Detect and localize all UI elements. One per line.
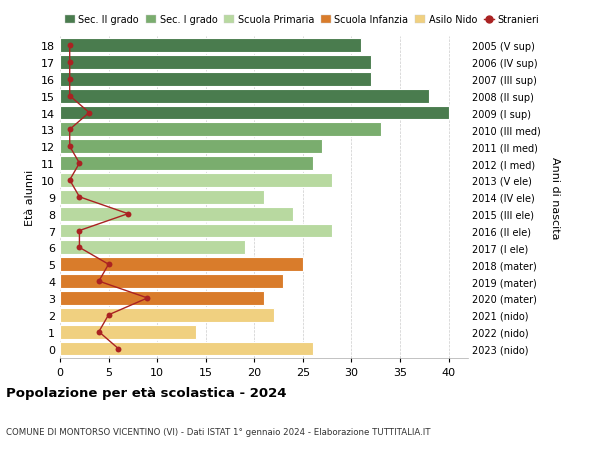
Y-axis label: Età alunni: Età alunni: [25, 169, 35, 225]
Point: [65, 76, 74, 83]
Legend: Sec. II grado, Sec. I grado, Scuola Primaria, Scuola Infanzia, Asilo Nido, Stran: Sec. II grado, Sec. I grado, Scuola Prim…: [65, 16, 539, 25]
Point: [74, 244, 84, 252]
Bar: [60, 56, 371, 70]
Bar: [60, 123, 380, 137]
Point: [113, 345, 123, 353]
Point: [65, 143, 74, 151]
Bar: [60, 325, 196, 339]
Point: [65, 93, 74, 100]
Bar: [60, 224, 332, 238]
Bar: [60, 207, 293, 221]
Point: [85, 110, 94, 117]
Bar: [60, 190, 264, 204]
Bar: [60, 90, 429, 103]
Bar: [60, 106, 449, 120]
Point: [74, 227, 84, 235]
Bar: [60, 291, 264, 305]
Bar: [60, 157, 313, 171]
Point: [74, 194, 84, 201]
Bar: [60, 274, 283, 288]
Bar: [60, 258, 303, 272]
Bar: [60, 308, 274, 322]
Point: [94, 328, 104, 336]
Bar: [60, 140, 322, 154]
Point: [65, 59, 74, 67]
Point: [104, 261, 113, 269]
Bar: [60, 241, 245, 255]
Bar: [60, 174, 332, 187]
Point: [65, 42, 74, 50]
Point: [65, 177, 74, 184]
Point: [123, 211, 133, 218]
Y-axis label: Anni di nascita: Anni di nascita: [550, 156, 560, 239]
Point: [104, 312, 113, 319]
Point: [94, 278, 104, 285]
Text: COMUNE DI MONTORSO VICENTINO (VI) - Dati ISTAT 1° gennaio 2024 - Elaborazione TU: COMUNE DI MONTORSO VICENTINO (VI) - Dati…: [6, 427, 431, 436]
Point: [65, 126, 74, 134]
Point: [143, 295, 152, 302]
Point: [74, 160, 84, 168]
Bar: [60, 342, 313, 356]
Text: Popolazione per età scolastica - 2024: Popolazione per età scolastica - 2024: [6, 386, 287, 399]
Bar: [60, 39, 361, 53]
Bar: [60, 73, 371, 86]
